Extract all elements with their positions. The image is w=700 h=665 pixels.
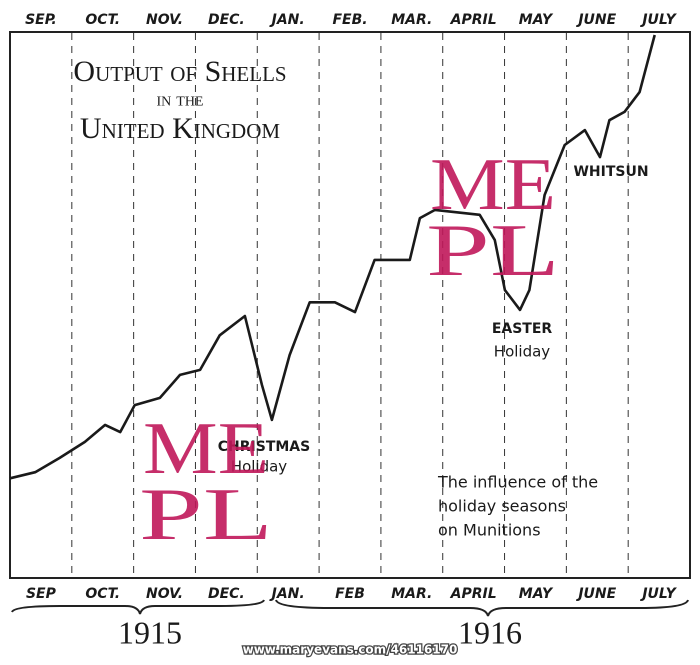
x-tick-label: FEB: [335, 586, 365, 602]
top-month-label: JUNE: [575, 12, 616, 28]
top-month-label: NOV.: [146, 12, 183, 28]
x-tick-label: NOV.: [146, 586, 183, 602]
top-month-label: FEB.: [332, 12, 367, 28]
year-label: 1916: [458, 614, 522, 650]
chart-title: United Kingdom: [80, 112, 280, 145]
note: The influence of the: [437, 473, 598, 492]
watermark: PL: [139, 474, 273, 556]
x-tick-label: JULY: [639, 586, 677, 602]
plot-frame: [9, 31, 691, 579]
x-tick-label: OCT.: [85, 586, 120, 602]
top-month-label: OCT.: [85, 12, 120, 28]
chart-title: Output of Shells: [73, 55, 286, 88]
top-month-label: MAY: [519, 12, 554, 28]
watermark: PL: [426, 210, 560, 292]
x-tick-label: JAN.: [269, 586, 305, 602]
annotation: Holiday: [494, 343, 551, 361]
credit: www.maryevans.com/46116170: [243, 643, 458, 657]
x-tick-label: MAR.: [391, 586, 432, 602]
annotation: EASTER: [492, 321, 553, 337]
top-month-label: JAN.: [269, 12, 305, 28]
watermark: ME: [143, 408, 269, 490]
chart-title: in the: [157, 89, 204, 111]
top-month-label: APRIL: [450, 12, 497, 28]
x-tick-label: APRIL: [450, 586, 497, 602]
annotation: Holiday: [231, 458, 288, 476]
top-month-label: JULY: [639, 12, 677, 28]
x-tick-label: JUNE: [575, 586, 616, 602]
x-tick-label: DEC.: [208, 586, 245, 602]
x-tick-label: SEP: [26, 586, 57, 602]
series-line: [9, 34, 656, 480]
top-month-label: DEC.: [208, 12, 245, 28]
year-label: 1915: [118, 614, 182, 650]
note: on Munitions: [438, 521, 541, 540]
annotation: WHITSUN: [573, 164, 648, 180]
top-month-label: SEP.: [25, 12, 57, 28]
watermark: ME: [430, 144, 556, 226]
year-brace: [275, 599, 689, 617]
top-month-label: MAR.: [391, 12, 432, 28]
annotation: CHRISTMAS: [218, 439, 310, 455]
x-tick-label: MAY: [519, 586, 554, 602]
note: holiday seasons: [438, 497, 566, 516]
year-brace: [11, 599, 265, 615]
